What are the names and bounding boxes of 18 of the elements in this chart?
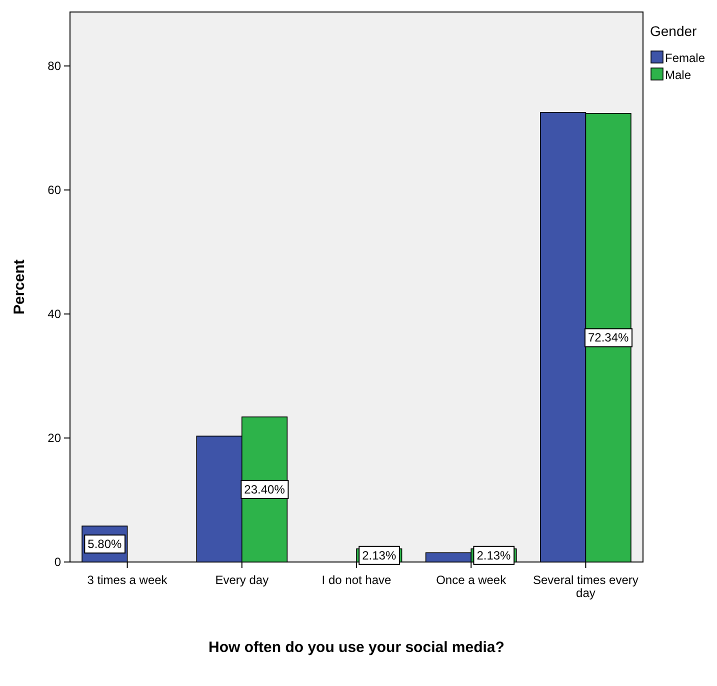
data-label: 72.34% bbox=[588, 330, 630, 345]
data-label: 5.80% bbox=[88, 537, 122, 552]
y-axis-title: Percent bbox=[11, 259, 28, 315]
x-tick-label: I do not have bbox=[322, 573, 392, 587]
y-tick-label: 20 bbox=[48, 430, 62, 445]
y-tick-label: 40 bbox=[48, 306, 62, 321]
y-tick-label: 80 bbox=[48, 58, 62, 73]
legend-label: Male bbox=[665, 68, 692, 82]
data-label: 23.40% bbox=[244, 482, 286, 496]
x-axis-title: How often do you use your social media? bbox=[208, 639, 504, 656]
legend-label: Female bbox=[665, 51, 706, 65]
y-tick-label: 60 bbox=[48, 182, 62, 197]
y-tick-label: 0 bbox=[54, 554, 62, 569]
x-tick-label: 3 times a week bbox=[87, 573, 168, 587]
legend-title: Gender bbox=[650, 23, 698, 39]
x-tick-label: Once a week bbox=[436, 573, 508, 587]
x-tick-label: Every day bbox=[215, 573, 269, 587]
x-tick-label: Several times every day bbox=[533, 573, 638, 600]
